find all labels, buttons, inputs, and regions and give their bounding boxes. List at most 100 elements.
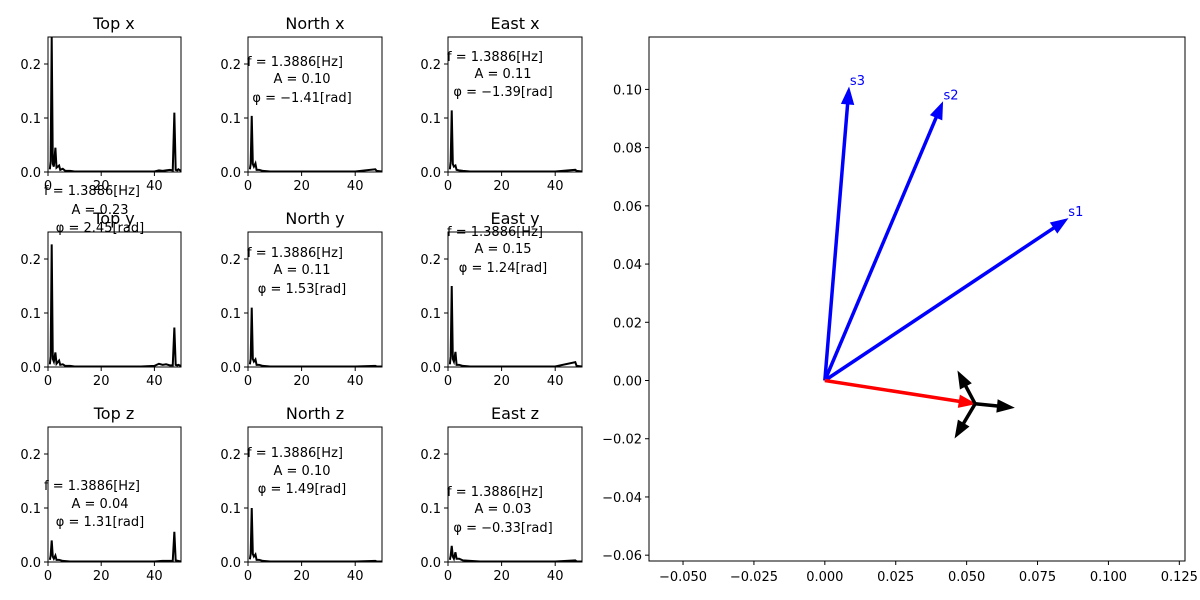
phasor-panel: −0.050 −0.025 0.000 0.025 0.050 0.075 0.100 0.1… xyxy=(602,36,1198,585)
panel-title: Top z xyxy=(93,404,134,423)
annotation-amplitude: A = 0.23 xyxy=(72,203,129,218)
y-tick-label: 0.2 xyxy=(420,253,441,268)
x-tick-label: 0.025 xyxy=(877,570,914,585)
x-tick-label: 20 xyxy=(293,569,310,584)
annotation-amplitude: A = 0.10 xyxy=(274,464,331,479)
x-tick-label: 20 xyxy=(93,374,110,389)
y-tick-label: 0.06 xyxy=(613,200,642,215)
annotation-phase: φ = 1.53[rad] xyxy=(258,282,346,297)
vector-label: s3 xyxy=(850,74,865,89)
x-tick-label: 40 xyxy=(547,569,564,584)
fit-annotation: f = 1.3886[Hz] A = 0.04 φ = 1.31[rad] xyxy=(44,479,144,530)
annotation-amplitude: A = 0.04 xyxy=(72,497,129,512)
x-tick-label: 0 xyxy=(244,179,252,194)
panel-title: East x xyxy=(490,14,539,33)
vector-arrow-s1-head xyxy=(1049,218,1069,234)
frame-arrow-1-shaft xyxy=(974,402,998,408)
x-tick-label: 40 xyxy=(347,179,364,194)
frame-arrow-3 xyxy=(954,402,977,439)
panel-title: North z xyxy=(286,404,344,423)
panel-title: North x xyxy=(285,14,344,33)
x-tick-label: 20 xyxy=(293,179,310,194)
annotation-phase: φ = −0.33[rad] xyxy=(453,521,552,536)
spectrum-line xyxy=(248,307,382,367)
x-tick-label: 0 xyxy=(44,374,52,389)
panel-east-x: 0 20 40 0.0 0.1 0.2 East x f = 1.3886[Hz] A =… xyxy=(420,14,583,194)
vector-label: s2 xyxy=(944,89,959,104)
panel-east-y: 0 20 40 0.0 0.1 0.2 East y f = 1.3886[Hz] A =… xyxy=(420,209,583,536)
vector-arrow-s2: s2 xyxy=(823,89,959,382)
spectrum-line xyxy=(448,545,582,562)
vector-arrow-s1-shaft xyxy=(823,226,1055,382)
y-tick-label: 0.2 xyxy=(20,448,41,463)
x-tick-label: 0.050 xyxy=(948,570,985,585)
y-tick-label: 0.0 xyxy=(20,361,41,376)
resultant-arrow-shaft xyxy=(824,378,960,404)
panel-title: North y xyxy=(285,209,344,228)
y-tick-label: −0.04 xyxy=(602,491,642,506)
fit-annotation: f = 1.3886[Hz] A = 0.03 φ = −0.33[rad] xyxy=(447,485,553,536)
annotation-amplitude: A = 0.11 xyxy=(274,263,331,278)
y-tick-label: 0.2 xyxy=(420,58,441,73)
panel-east-z: 0 20 40 0.0 0.1 0.2 East z xyxy=(420,404,583,584)
x-tick-label: 40 xyxy=(347,569,364,584)
axes-frame xyxy=(247,231,383,368)
annotation-phase: φ = −1.39[rad] xyxy=(453,85,552,100)
annotation-amplitude: A = 0.03 xyxy=(475,502,532,517)
vector-arrow-s2-head xyxy=(929,101,944,121)
x-tick-label: 40 xyxy=(547,179,564,194)
x-tick-label: 0 xyxy=(244,569,252,584)
spectrum-line xyxy=(48,531,181,562)
y-tick-label: 0.04 xyxy=(613,258,642,273)
annotation-frequency: f = 1.3886[Hz] xyxy=(247,446,343,461)
x-tick-label: 0.125 xyxy=(1161,570,1198,585)
axes-frame xyxy=(47,231,182,368)
phasor-axes-frame xyxy=(648,36,1186,562)
y-tick-label: −0.02 xyxy=(602,433,642,448)
y-tick-label: 0.08 xyxy=(613,142,642,157)
y-tick-label: 0.2 xyxy=(20,253,41,268)
frame-arrow-1 xyxy=(974,399,1015,413)
annotation-frequency: f = 1.3886[Hz] xyxy=(247,55,343,70)
y-tick-label: 0.0 xyxy=(420,361,441,376)
annotation-phase: φ = −1.41[rad] xyxy=(252,91,351,106)
spectrum-line xyxy=(48,37,181,172)
x-tick-label: 0 xyxy=(444,569,452,584)
frame-arrow-2-head xyxy=(957,370,972,390)
y-tick-label: 0.0 xyxy=(420,556,441,571)
y-tick-label: 0.1 xyxy=(420,307,441,322)
y-tick-label: 0.1 xyxy=(20,112,41,127)
annotation-frequency: f = 1.3886[Hz] xyxy=(447,485,543,500)
y-tick-label: 0.1 xyxy=(220,502,241,517)
annotation-amplitude: A = 0.10 xyxy=(274,72,331,87)
axes-frame xyxy=(247,426,383,563)
fit-annotation: f = 1.3886[Hz] A = 0.11 φ = 1.53[rad] xyxy=(247,246,346,297)
x-tick-label: 20 xyxy=(93,179,110,194)
fit-annotation: f = 1.3886[Hz] A = 0.11 φ = −1.39[rad] xyxy=(447,50,553,100)
annotation-frequency: f = 1.3886[Hz] xyxy=(44,184,140,199)
x-tick-label: 0 xyxy=(244,374,252,389)
x-tick-label: 0 xyxy=(44,569,52,584)
x-tick-label: 40 xyxy=(146,179,163,194)
x-tick-label: 20 xyxy=(93,569,110,584)
y-tick-label: 0.1 xyxy=(420,502,441,517)
spectrum-line xyxy=(248,115,382,172)
x-tick-label: −0.025 xyxy=(730,570,778,585)
annotation-phase: φ = 1.24[rad] xyxy=(459,261,547,276)
x-tick-label: 0 xyxy=(44,179,52,194)
x-tick-label: 40 xyxy=(146,374,163,389)
panel-title: Top x xyxy=(92,14,135,33)
x-tick-label: 20 xyxy=(293,374,310,389)
frame-arrow-2 xyxy=(957,370,977,405)
y-tick-label: −0.06 xyxy=(602,549,642,564)
panel-title: Top y xyxy=(92,209,135,228)
annotation-phase: φ = 1.49[rad] xyxy=(258,482,346,497)
axes-frame xyxy=(447,426,583,563)
annotation-amplitude: A = 0.15 xyxy=(475,242,532,257)
frame-arrow-2-shaft xyxy=(964,385,977,405)
x-tick-label: 20 xyxy=(493,569,510,584)
vector-arrow-s3-head xyxy=(840,86,855,105)
x-tick-label: 0 xyxy=(444,179,452,194)
fit-annotation: f = 1.3886[Hz] A = 0.10 φ = 1.49[rad] xyxy=(247,446,346,497)
